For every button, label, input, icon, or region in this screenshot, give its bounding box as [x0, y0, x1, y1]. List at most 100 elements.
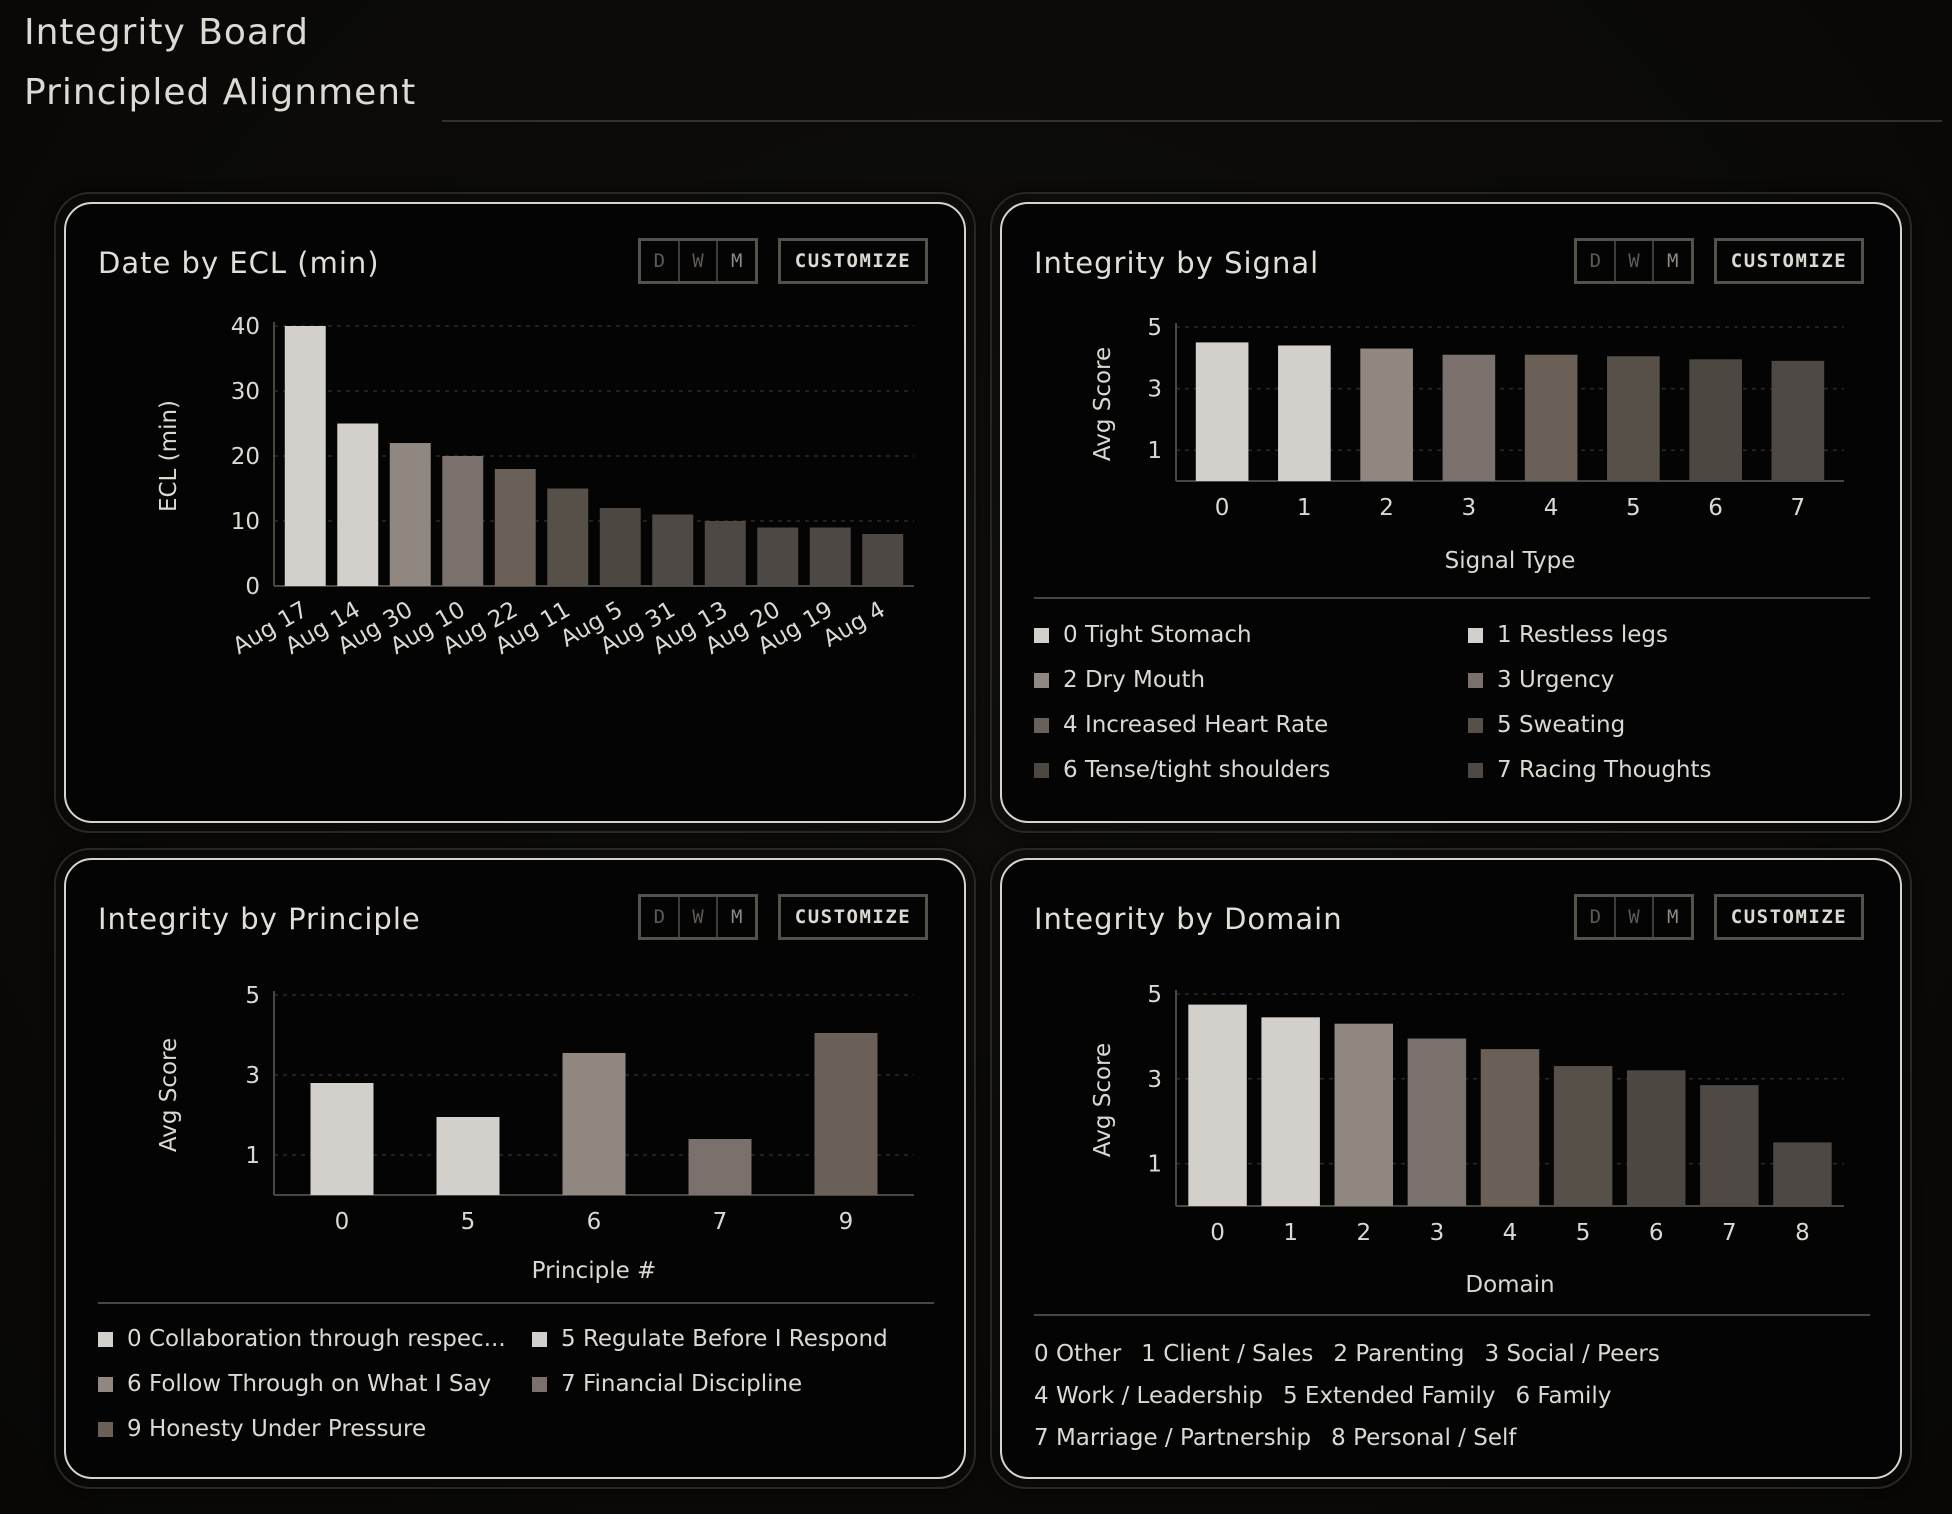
signal-card-title: Integrity by Signal [1034, 246, 1320, 280]
page-subtitle: Principled Alignment [24, 72, 417, 113]
bar [494, 469, 536, 586]
x-tick-label: 6 [1708, 495, 1723, 521]
signal-card: Integrity by Signal D W M CUSTOMIZE 1 3 5 A… [1000, 202, 1902, 823]
bar [1407, 1038, 1467, 1206]
y-tick-label: 5 [1147, 982, 1162, 1008]
ecl-card-title: Date by ECL (min) [98, 246, 380, 280]
bar [284, 326, 326, 586]
x-tick-label: 4 [1544, 495, 1559, 521]
x-axis-title: Domain [1465, 1272, 1554, 1298]
y-tick-label: 3 [245, 1063, 260, 1089]
x-axis-title: Signal Type [1445, 548, 1576, 574]
x-tick-label: 0 [1210, 1220, 1225, 1246]
month-toggle-button[interactable]: M [1666, 250, 1679, 272]
day-toggle-button[interactable]: D [1577, 897, 1616, 937]
legend-swatch [1034, 762, 1049, 778]
legend-swatch [1034, 717, 1049, 733]
domain-card-frame: Integrity by Domain D W M CUSTOMIZE 1 3 5 A… [990, 848, 1912, 1489]
legend-item: 6 Tense/tight shoulders [1034, 757, 1468, 783]
legend-item: 7 Racing Thoughts [1468, 757, 1828, 783]
day-toggle-button[interactable]: D [641, 241, 680, 281]
x-axis-title: Principle # [532, 1258, 657, 1284]
y-tick-label: 1 [1147, 1152, 1162, 1178]
x-tick-label: 9 [839, 1209, 854, 1235]
principle-card: Integrity by Principle D W M CUSTOMIZE 1… [64, 858, 966, 1479]
month-toggle-button[interactable]: M [1666, 906, 1679, 928]
bar [757, 527, 799, 586]
principle-customize-button[interactable]: CUSTOMIZE [778, 894, 928, 940]
domain-customize-button[interactable]: CUSTOMIZE [1714, 894, 1864, 940]
title-divider [442, 120, 1942, 122]
y-axis-title: Avg Score [156, 1038, 182, 1152]
day-toggle-button[interactable]: D [641, 897, 680, 937]
domain-legend: 0 Other 1 Client / Sales 2 Parenting 3 Soci… [1034, 1333, 1864, 1459]
bar [1553, 1066, 1613, 1206]
x-tick-label: 8 [1795, 1220, 1810, 1246]
bar [1195, 342, 1249, 481]
day-toggle-button[interactable]: D [1577, 241, 1616, 281]
week-toggle-button[interactable]: W [680, 241, 719, 281]
week-toggle-button[interactable]: W [1616, 897, 1655, 937]
legend-swatch [1034, 672, 1049, 688]
y-tick-label: 3 [1147, 1067, 1162, 1093]
signal-legend: 0 Tight Stomach 1 Restless legs 2 Dry Mo… [1034, 622, 1828, 783]
legend-swatch [532, 1331, 547, 1347]
legend-label: 1 Client / Sales [1141, 1341, 1314, 1367]
x-tick-label: 1 [1297, 495, 1312, 521]
legend-item: 7 Financial Discipline [532, 1371, 892, 1397]
legend-label: 4 Increased Heart Rate [1063, 712, 1329, 738]
legend-label: 3 Social / Peers [1484, 1341, 1660, 1367]
legend-swatch [1034, 627, 1049, 643]
y-tick-label: 10 [231, 509, 260, 535]
x-tick-label: 3 [1462, 495, 1477, 521]
legend-swatch [98, 1376, 113, 1392]
signal-legend-divider [1034, 597, 1870, 599]
principle-card-title: Integrity by Principle [98, 902, 421, 936]
month-toggle-button[interactable]: M [730, 250, 743, 272]
week-toggle-button[interactable]: W [1616, 241, 1655, 281]
ecl-customize-button[interactable]: CUSTOMIZE [778, 238, 928, 284]
bar [1626, 1070, 1686, 1206]
y-tick-label: 40 [231, 314, 260, 340]
bar [547, 488, 589, 586]
principle-legend: 0 Collaboration through respec... 5 Regu… [98, 1326, 892, 1442]
bar [1773, 1142, 1832, 1206]
bar [389, 443, 431, 586]
legend-label: 2 Parenting [1333, 1341, 1465, 1367]
bar [337, 423, 379, 586]
bar [310, 1083, 374, 1195]
legend-label: 5 Regulate Before I Respond [561, 1326, 888, 1352]
bar [1261, 1017, 1320, 1206]
legend-label: 0 Tight Stomach [1063, 622, 1252, 648]
x-tick-label: 2 [1356, 1220, 1371, 1246]
month-toggle-button[interactable]: M [730, 906, 743, 928]
legend-label: 6 Family [1515, 1383, 1612, 1409]
signal-range-toggle: D W M [1574, 238, 1694, 284]
y-tick-label: 0 [245, 574, 260, 600]
brand-title: Integrity Board [24, 12, 310, 53]
x-tick-label: 7 [1722, 1220, 1737, 1246]
legend-item: 3 Urgency [1468, 667, 1828, 693]
bar [1442, 354, 1496, 481]
legend-swatch [1468, 672, 1483, 688]
x-tick-label: 2 [1379, 495, 1394, 521]
legend-swatch [98, 1331, 113, 1347]
signal-customize-button[interactable]: CUSTOMIZE [1714, 238, 1864, 284]
legend-label: 2 Dry Mouth [1063, 667, 1206, 693]
bar [1771, 360, 1825, 481]
x-tick-label: 5 [461, 1209, 476, 1235]
y-tick-label: 5 [1147, 315, 1162, 341]
legend-item: 2 Dry Mouth [1034, 667, 1468, 693]
legend-label: 3 Urgency [1497, 667, 1615, 693]
legend-swatch [1468, 627, 1483, 643]
x-tick-label: Aug 4 [819, 597, 890, 653]
legend-swatch [532, 1376, 547, 1392]
principle-legend-divider [98, 1302, 934, 1304]
principle-range-toggle: D W M [638, 894, 758, 940]
legend-item: 5 Sweating [1468, 712, 1828, 738]
week-toggle-button[interactable]: W [680, 897, 719, 937]
ecl-range-toggle: D W M [638, 238, 758, 284]
bar [442, 456, 484, 586]
legend-item: 5 Regulate Before I Respond [532, 1326, 892, 1352]
